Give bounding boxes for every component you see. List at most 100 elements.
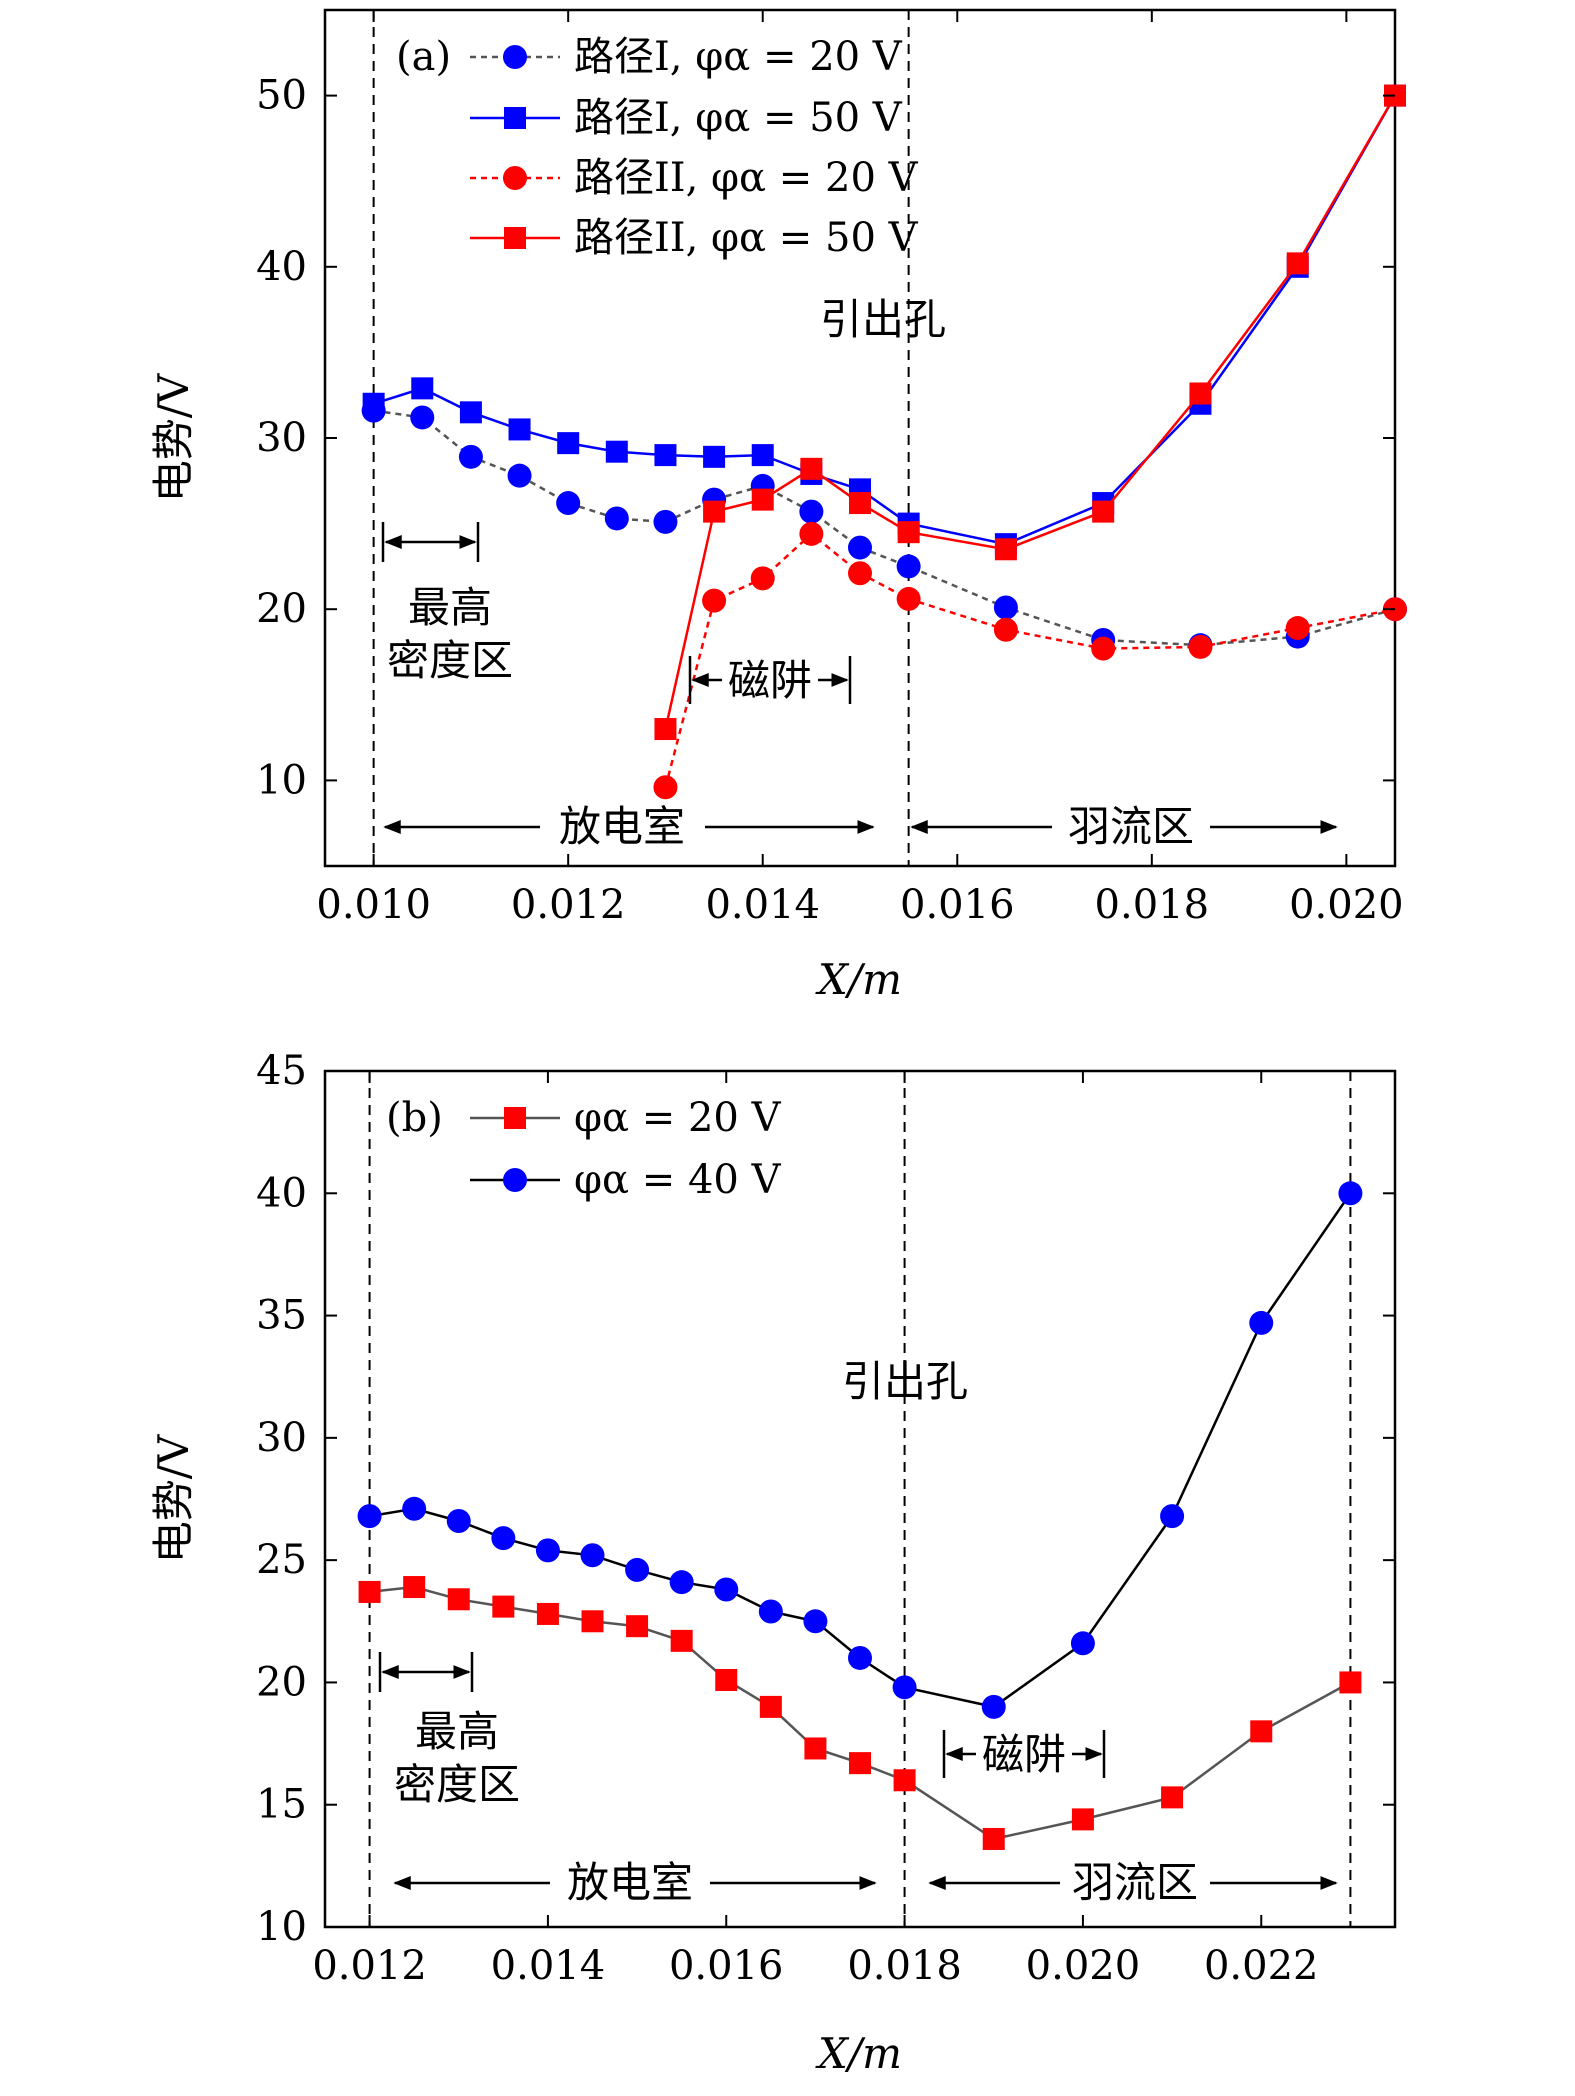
point-a-0-5 (604, 506, 629, 531)
ytick-label-b-6: 40 (256, 1170, 307, 1216)
point-b-0-5 (581, 1610, 604, 1633)
panel-b-trap-bracket: 磁阱 (942, 1730, 1106, 1779)
density-label-b-line1: 最高 (415, 1707, 499, 1756)
trap-label-a: 磁阱 (728, 656, 812, 705)
xtick-label-a-5: 0.020 (1289, 882, 1404, 928)
legend-entry-a0: 路径I, φα = 20 V (574, 34, 903, 80)
ytick-label-b-2: 20 (256, 1659, 307, 1705)
point-b-0-13 (982, 1827, 1005, 1850)
panel-b-density-bracket: 最高 密度区 (378, 1652, 520, 1809)
point-a-2-6 (993, 617, 1018, 642)
trap-label-b: 磁阱 (982, 1730, 1066, 1779)
legend-marker-b1 (503, 1168, 527, 1192)
panel-a-ylabel: 电势/V (149, 373, 198, 502)
panel-b-vlines (368, 1071, 1352, 1927)
point-b-1-3 (491, 1526, 516, 1551)
panel-a-xlabel: X/m (815, 955, 902, 1004)
ytick-label-a-2: 30 (256, 415, 307, 461)
ytick-label-b-0: 10 (256, 1904, 307, 1950)
legend-entry-a2: 路径II, φα = 20 V (574, 155, 919, 201)
point-b-1-12 (892, 1675, 917, 1700)
point-b-1-15 (1160, 1504, 1185, 1529)
point-a-3-6 (994, 538, 1017, 561)
panel-b-xlabel: X/m (815, 2029, 902, 2078)
point-a-0-6 (653, 509, 678, 534)
point-a-0-3 (507, 463, 532, 488)
point-a-3-0 (654, 718, 677, 741)
xtick-label-a-2: 0.014 (705, 882, 820, 928)
panel-b-ylabel: 电势/V (149, 1434, 198, 1563)
point-b-0-11 (849, 1752, 871, 1775)
panel-a-label: (a) (396, 34, 451, 80)
ytick-label-a-4: 50 (256, 73, 307, 119)
point-b-1-17 (1338, 1181, 1363, 1206)
point-a-0-11 (896, 554, 921, 579)
point-a-3-4 (849, 492, 871, 515)
point-a-2-5 (896, 586, 921, 611)
point-a-3-8 (1189, 382, 1212, 405)
point-b-1-5 (580, 1543, 605, 1568)
panel-a-legend: 路径I, φα = 20 V 路径I, φα = 50 V 路径II, φα =… (470, 34, 919, 261)
series-line-a-0 (373, 409, 1396, 647)
point-b-0-12 (893, 1769, 916, 1792)
xtick-label-b-3: 0.018 (847, 1943, 962, 1989)
panel-a-density-bracket: 最高 密度区 (381, 522, 513, 685)
panel-a-trap-bracket: 磁阱 (688, 656, 852, 705)
xtick-label-b-4: 0.020 (1026, 1943, 1141, 1989)
ytick-label-b-1: 15 (256, 1782, 307, 1828)
legend-marker-b0 (504, 1107, 526, 1129)
legend-entry-b0: φα = 20 V (574, 1095, 782, 1141)
legend-marker-a0 (503, 45, 527, 69)
point-b-0-14 (1071, 1808, 1094, 1831)
xtick-label-a-0: 0.010 (316, 882, 431, 928)
point-b-0-10 (804, 1737, 827, 1760)
panel-b-chart: 0.012 0.014 0.016 0.018 0.020 0.022 10 15 20 25 30… (149, 1048, 1397, 2078)
legend-marker-a2 (503, 166, 527, 190)
xtick-label-b-0: 0.012 (312, 1943, 427, 1989)
panel-b-plot-frame (323, 1069, 1397, 1929)
point-a-0-4 (556, 491, 581, 516)
point-b-0-3 (492, 1595, 515, 1618)
point-b-1-9 (758, 1599, 783, 1624)
point-b-1-8 (714, 1577, 739, 1602)
point-b-1-4 (535, 1538, 560, 1563)
xtick-label-b-5: 0.022 (1204, 1943, 1319, 1989)
point-b-0-6 (626, 1615, 649, 1638)
chamber-label-a: 放电室 (559, 802, 685, 851)
point-b-0-2 (447, 1588, 470, 1611)
panel-b-region-arrows: 放电室 羽流区 (393, 1858, 1338, 1907)
point-a-2-1 (702, 588, 727, 613)
point-a-2-9 (1285, 616, 1310, 641)
point-a-2-0 (653, 775, 678, 800)
panel-a-outlet-label: 引出孔 (820, 295, 946, 344)
point-a-1-0 (362, 392, 385, 415)
point-b-0-4 (536, 1602, 559, 1625)
point-b-0-16 (1250, 1720, 1273, 1743)
point-b-1-7 (669, 1570, 694, 1595)
point-b-0-8 (715, 1668, 738, 1691)
point-b-1-13 (981, 1694, 1006, 1719)
point-b-1-1 (402, 1496, 427, 1521)
point-b-1-10 (803, 1609, 828, 1634)
xtick-label-b-1: 0.014 (491, 1943, 606, 1989)
density-label-b-line2: 密度区 (394, 1760, 520, 1809)
xtick-label-a-4: 0.018 (1095, 882, 1210, 928)
point-a-3-1 (703, 500, 726, 523)
plume-label-b: 羽流区 (1072, 1858, 1198, 1907)
point-a-1-4 (557, 432, 580, 455)
panel-b-outlet-label: 引出孔 (842, 1357, 968, 1406)
ytick-label-a-1: 20 (256, 586, 307, 632)
panel-b-label: (b) (386, 1095, 443, 1141)
ytick-label-a-0: 10 (256, 757, 307, 803)
point-b-0-9 (759, 1695, 782, 1718)
panel-b-legend: φα = 20 V φα = 40 V (470, 1095, 782, 1203)
panel-b-series (357, 1181, 1363, 1850)
point-a-2-3 (799, 521, 824, 546)
point-b-0-7 (670, 1629, 693, 1652)
density-label-a-line1: 最高 (408, 583, 492, 632)
panel-b-ticks: 0.012 0.014 0.016 0.018 0.020 0.022 10 15 20 25 30… (256, 1048, 1395, 1989)
point-a-3-7 (1092, 500, 1115, 523)
panel-a-chart: 0.010 0.012 0.014 0.016 0.018 0.020 10 20 30 40 50… (149, 8, 1407, 1004)
point-a-2-8 (1188, 634, 1213, 659)
